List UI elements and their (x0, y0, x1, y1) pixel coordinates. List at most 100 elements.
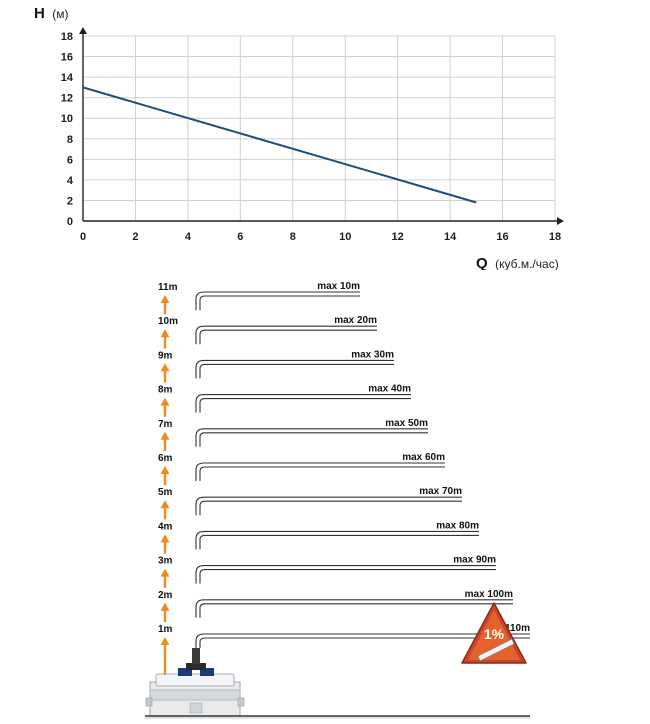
y-tick-label: 16 (61, 52, 73, 64)
height-arrowhead (160, 602, 170, 611)
y-tick-labels: 0 2 4 6 8 10 12 14 16 18 (61, 31, 74, 228)
pump-unit-icon (145, 648, 245, 717)
chart-grid (83, 35, 556, 221)
y-axis-arrowhead (79, 27, 87, 34)
pipe-max-label: max 30m (351, 349, 394, 360)
discharge-pipe: max 20m (195, 315, 377, 345)
pipe-outer-line (195, 496, 462, 516)
y-tick-label: 12 (61, 93, 73, 105)
y-tick-label: 6 (67, 154, 73, 166)
height-arrowhead (160, 329, 170, 338)
pipe-outer-line (195, 530, 479, 550)
pipe-inner-line (199, 295, 360, 310)
height-arrowhead (160, 295, 170, 303)
x-tick-label: 2 (132, 231, 138, 243)
x-axis-letter: Q (476, 255, 488, 270)
pipe-outer-line (195, 394, 411, 413)
pipe-inner-line (199, 398, 411, 413)
x-tick-label: 14 (444, 231, 457, 243)
x-axis-unit: (куб.м./час) (495, 257, 559, 270)
discharge-pipe: max 40m (195, 384, 411, 413)
discharge-pipe: max 70m (195, 486, 462, 516)
pipe-inner-line (199, 329, 377, 345)
y-tick-label: 18 (61, 31, 73, 43)
pump-curve-line (82, 86, 477, 204)
x-axis-label: Q (куб.м./час) (476, 255, 559, 270)
chart-axes (79, 27, 564, 225)
pipe-max-label: max 50m (385, 418, 428, 429)
y-tick-label: 8 (67, 134, 73, 146)
height-arrowhead (160, 534, 170, 543)
pipe-max-label: max 10m (317, 281, 360, 292)
height-arrowhead (160, 568, 170, 577)
pipe-outer-line (195, 599, 513, 618)
height-arrowhead (160, 431, 170, 440)
y-tick-label: 4 (67, 175, 74, 187)
height-label: 2m (158, 590, 173, 601)
x-tick-label: 16 (496, 231, 508, 243)
pipe-max-label: max 20m (334, 315, 377, 326)
x-tick-label: 8 (290, 231, 296, 243)
pump-curve-chart: 0 2 4 6 8 10 12 14 16 18 0 2 4 6 8 10 12 14 16 18 H (м) Q … (34, 5, 564, 270)
pipe-inner-line (199, 500, 462, 516)
x-tick-labels: 0 2 4 6 8 10 12 14 16 18 (80, 231, 561, 243)
pipe-inner-line (199, 637, 530, 648)
height-arrowhead (160, 500, 170, 509)
height-label: 9m (158, 350, 173, 361)
x-tick-label: 4 (185, 231, 192, 243)
pipe-inner-line (199, 534, 479, 550)
chart-series (82, 86, 477, 204)
height-arrows (160, 295, 170, 675)
height-label: 4m (158, 521, 173, 532)
height-arrowhead (160, 637, 170, 645)
discharge-pipe: max 50m (195, 418, 428, 447)
discharge-pipe: max 60m (195, 452, 445, 481)
pipe-outer-line (195, 325, 377, 345)
x-axis-arrowhead (557, 217, 564, 225)
pipe-outer-line (195, 565, 496, 584)
y-tick-label: 0 (67, 216, 73, 228)
pipe-max-label: max 90m (453, 555, 496, 566)
x-tick-label: 0 (80, 231, 86, 243)
pipe-max-label: max 40m (368, 384, 411, 395)
pipe-inner-line (199, 603, 513, 618)
height-arrowhead (160, 466, 170, 474)
y-axis-letter: H (34, 5, 45, 22)
pipe-outer-line (195, 359, 394, 379)
x-tick-label: 18 (549, 231, 561, 243)
pipe-inner-line (199, 466, 445, 481)
pipe-outer-line (195, 291, 360, 310)
pipe-outer-line (195, 633, 530, 648)
height-label: 1m (158, 624, 173, 635)
x-tick-label: 6 (237, 231, 243, 243)
height-label: 5m (158, 487, 173, 498)
height-label: 6m (158, 453, 173, 464)
height-label: 11m (158, 282, 178, 293)
pipe-max-label: max 100m (465, 589, 513, 600)
height-labels: 1m 2m 3m 4m 5m 6m 7m 8m 9m 10m 11m (158, 282, 178, 635)
pipe-outer-line (195, 462, 445, 481)
x-tick-label: 12 (392, 231, 404, 243)
y-axis-label: H (м) (34, 5, 69, 22)
slope-badge-label: 1% (484, 626, 505, 642)
discharge-pipe: max 30m (195, 349, 394, 379)
height-label: 3m (158, 556, 173, 567)
pipe-max-label: max 60m (402, 452, 445, 463)
slope-warning-badge: 1% (461, 602, 527, 664)
y-tick-label: 10 (61, 113, 73, 125)
discharge-pipe: max 90m (195, 555, 496, 584)
pipe-inner-line (199, 569, 496, 584)
discharge-pipe: max 100m (195, 589, 513, 618)
height-arrowhead (160, 397, 170, 406)
height-label: 10m (158, 316, 178, 327)
height-label: 7m (158, 419, 173, 430)
pipe-max-label: max 70m (419, 486, 462, 497)
x-tick-label: 10 (339, 231, 351, 243)
ground-line (145, 715, 530, 719)
y-axis-unit: (м) (52, 7, 68, 21)
pipe-max-label: max 80m (436, 520, 479, 531)
height-arrowhead (160, 363, 170, 372)
pipe-inner-line (199, 432, 428, 447)
